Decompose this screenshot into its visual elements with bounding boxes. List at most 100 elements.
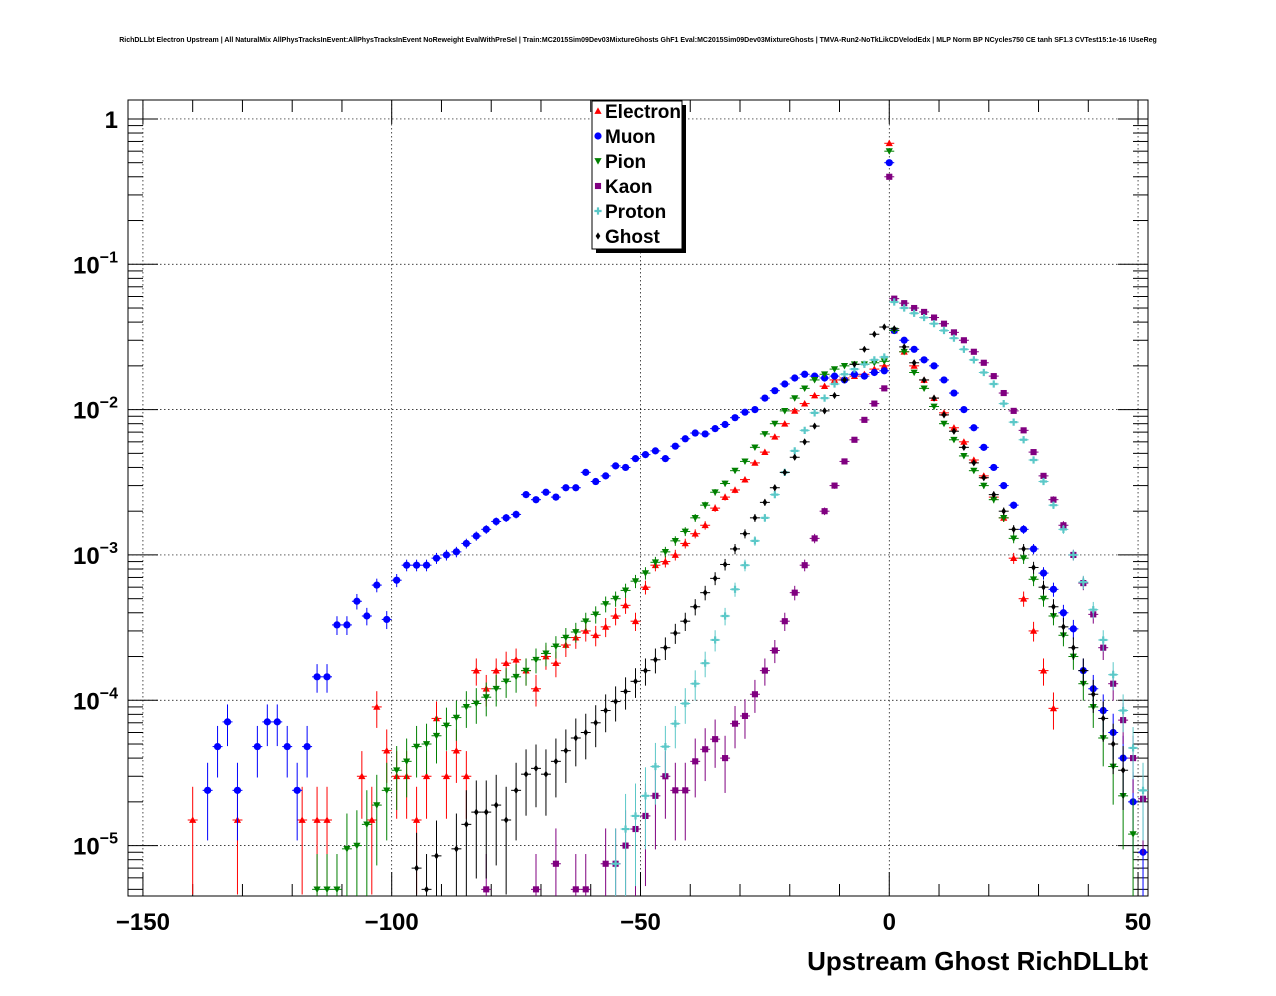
data-point-muon — [502, 514, 510, 522]
data-point-pion — [761, 431, 769, 438]
data-point-muon — [791, 374, 799, 382]
data-point-muon — [691, 429, 699, 437]
data-point-pion — [631, 578, 640, 585]
data-point-kaon — [552, 860, 559, 867]
data-point-ghost — [523, 770, 529, 778]
data-point-pion — [990, 496, 998, 504]
data-point-ghost — [513, 786, 519, 794]
data-point-electron — [791, 407, 799, 414]
data-point-ghost — [623, 687, 628, 696]
data-point-kaon — [702, 746, 709, 753]
data-point-pion — [641, 570, 650, 577]
data-point-pion — [442, 722, 451, 730]
data-point-proton — [880, 353, 888, 361]
data-point-pion — [900, 348, 908, 356]
data-point-electron — [880, 362, 888, 369]
data-point-muon — [711, 425, 719, 433]
data-point-muon — [1020, 525, 1028, 533]
data-point-muon — [980, 443, 988, 451]
data-point-proton — [1119, 706, 1127, 715]
legend-label-proton: Proton — [605, 202, 666, 223]
data-point-muon — [432, 554, 441, 562]
legend-marker-ghost — [595, 232, 601, 240]
data-point-ghost — [951, 427, 957, 435]
data-point-proton — [621, 825, 630, 833]
data-point-kaon — [811, 535, 818, 542]
data-point-pion — [522, 667, 530, 675]
data-point-pion — [930, 403, 938, 411]
legend-label-ghost: Ghost — [605, 227, 661, 248]
data-point-ghost — [911, 359, 917, 367]
data-point-muon — [602, 472, 610, 480]
data-point-electron — [681, 539, 689, 547]
data-point-proton — [970, 356, 978, 364]
legend: Electron Muon Pion Kaon Proton Ghost — [591, 100, 686, 253]
data-point-ghost — [881, 323, 887, 331]
data-point-ghost — [464, 820, 469, 828]
data-point-ghost — [752, 514, 758, 522]
data-point-pion — [801, 385, 809, 392]
data-point-ghost — [772, 484, 778, 492]
chart-title: RichDLLbt Electron Upstream | All Natura… — [119, 37, 1157, 44]
data-point-pion — [512, 673, 520, 681]
data-point-muon — [393, 576, 401, 584]
data-point-kaon — [960, 337, 967, 344]
data-point-electron — [811, 391, 819, 399]
data-point-proton — [761, 514, 769, 522]
data-point-electron — [671, 551, 679, 558]
data-point-pion — [691, 514, 699, 522]
data-point-ghost — [762, 498, 768, 506]
data-point-ghost — [872, 330, 877, 338]
data-point-kaon — [980, 359, 987, 366]
data-point-proton — [860, 360, 868, 368]
data-point-ghost — [792, 453, 798, 461]
data-point-proton — [1039, 477, 1048, 486]
data-point-muon — [641, 451, 650, 459]
data-point-pion — [572, 629, 580, 636]
data-point-proton — [771, 491, 779, 499]
data-point-pion — [1039, 595, 1048, 603]
data-point-muon — [621, 463, 630, 472]
data-point-muon — [542, 488, 550, 496]
legend-entry-muon: Muon — [594, 127, 656, 148]
data-point-ghost — [1080, 667, 1086, 675]
legend-entry-kaon: Kaon — [594, 177, 653, 198]
data-point-ghost — [613, 697, 618, 706]
data-point-muon — [442, 551, 451, 559]
legend-marker-proton — [594, 207, 602, 215]
data-point-proton — [920, 313, 928, 322]
data-point-electron — [532, 685, 540, 692]
data-point-ghost — [901, 343, 907, 351]
data-point-ghost — [603, 706, 608, 715]
data-point-pion — [731, 467, 739, 475]
data-point-electron — [820, 382, 829, 390]
data-point-proton — [1099, 636, 1107, 644]
data-point-pion — [323, 886, 331, 893]
data-point-electron — [631, 617, 640, 625]
data-point-muon — [313, 673, 321, 681]
data-point-muon — [741, 408, 749, 416]
data-point-kaon — [1040, 472, 1047, 479]
y-tick-label: 10−5 — [73, 831, 118, 861]
data-point-pion — [791, 395, 799, 402]
data-point-proton — [990, 380, 998, 388]
data-point-kaon — [582, 886, 589, 893]
data-point-pion — [840, 362, 849, 370]
data-point-proton — [612, 860, 620, 868]
data-point-electron — [721, 493, 729, 500]
data-point-muon — [731, 414, 739, 422]
data-point-muon — [751, 406, 759, 414]
data-point-pion — [333, 886, 341, 893]
data-point-proton — [791, 447, 799, 455]
data-point-electron — [512, 656, 520, 663]
data-point-pion — [910, 369, 918, 377]
data-point-muon — [462, 539, 470, 548]
data-point-proton — [711, 636, 719, 644]
data-point-ghost — [732, 545, 738, 553]
data-point-pion — [830, 366, 839, 373]
data-point-electron — [801, 399, 809, 407]
data-point-pion — [403, 758, 411, 765]
data-point-pion — [452, 714, 460, 722]
data-point-muon — [383, 615, 391, 624]
data-point-proton — [651, 762, 660, 771]
